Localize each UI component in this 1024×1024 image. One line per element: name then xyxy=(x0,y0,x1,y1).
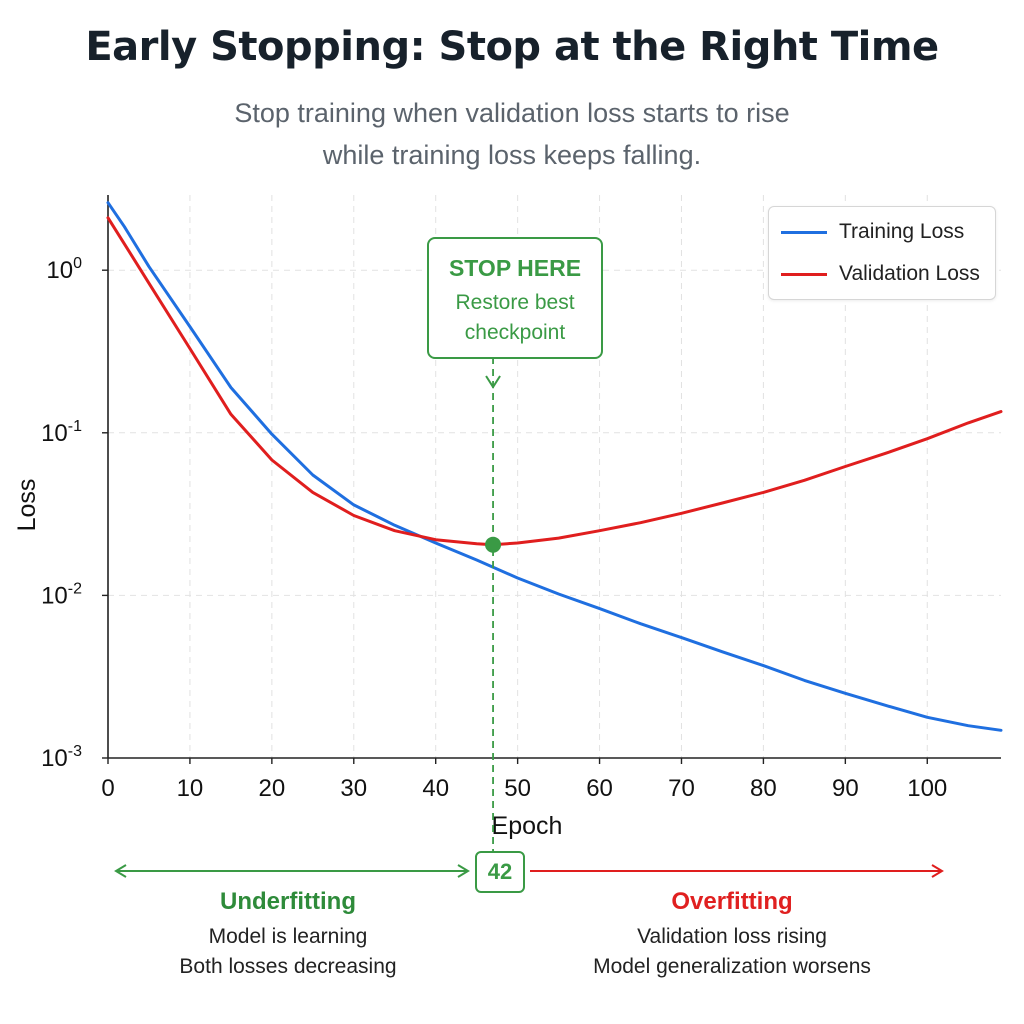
underfitting-title: Underfitting xyxy=(220,888,356,915)
legend-label-training: Training Loss xyxy=(839,220,965,243)
y-tick-label: 100 xyxy=(46,255,82,284)
legend-label-validation: Validation Loss xyxy=(839,262,980,285)
x-tick-label: 20 xyxy=(259,775,286,802)
underfitting-line-1: Model is learning xyxy=(208,925,368,948)
callout-title: STOP HERE xyxy=(448,255,582,281)
stop-here-callout: STOP HERE Restore best checkpoint xyxy=(427,237,603,359)
validation-loss-line xyxy=(106,216,1003,547)
training-loss-line xyxy=(106,201,1003,732)
y-tick-label: 10-3 xyxy=(41,743,82,772)
stop-arrow-head xyxy=(485,375,501,389)
underfitting-description: Model is learning Both losses decreasing xyxy=(148,922,428,982)
underfitting-arrow-left-head xyxy=(114,864,127,878)
y-tick-label: 10-1 xyxy=(41,418,82,447)
stop-epoch-badge: 42 xyxy=(475,851,525,893)
x-tick-label: 90 xyxy=(832,775,859,802)
overfitting-title: Overfitting xyxy=(671,888,793,915)
overfitting-arrow-head xyxy=(931,864,944,878)
y-axis-label: Loss xyxy=(13,479,41,532)
callout-text-line-2: checkpoint xyxy=(464,321,566,344)
overfitting-line-2: Model generalization worsens xyxy=(593,955,871,978)
overfitting-description: Validation loss rising Model generalizat… xyxy=(572,922,892,982)
x-tick-label: 10 xyxy=(177,775,204,802)
x-tick-label: 30 xyxy=(340,775,367,802)
validation-loss-swatch xyxy=(781,272,827,276)
y-tick-label: 10-2 xyxy=(41,580,82,609)
x-tick-label: 100 xyxy=(907,775,947,802)
chart-legend: Training Loss Validation Loss xyxy=(768,206,996,300)
stop-point-marker xyxy=(485,536,502,553)
legend-item-training: Training Loss xyxy=(781,217,964,247)
underfitting-arrow-right-head xyxy=(457,864,470,878)
x-tick-label: 60 xyxy=(586,775,613,802)
callout-text-line-1: Restore best xyxy=(455,291,575,314)
overfitting-line-1: Validation loss rising xyxy=(637,925,827,948)
x-tick-label: 0 xyxy=(101,775,114,802)
chart-subtitle-line-2: while training loss keeps falling. xyxy=(322,140,702,170)
training-loss-swatch xyxy=(781,230,827,234)
legend-item-validation: Validation Loss xyxy=(781,259,980,289)
chart-title: Early Stopping: Stop at the Right Time xyxy=(85,24,939,70)
x-tick-label: 50 xyxy=(504,775,531,802)
x-tick-label: 80 xyxy=(750,775,777,802)
x-axis-label: Epoch xyxy=(492,812,563,840)
x-tick-label: 40 xyxy=(422,775,449,802)
underfitting-line-2: Both losses decreasing xyxy=(179,955,397,978)
chart-subtitle-line-1: Stop training when validation loss start… xyxy=(234,98,790,128)
x-tick-label: 70 xyxy=(668,775,695,802)
